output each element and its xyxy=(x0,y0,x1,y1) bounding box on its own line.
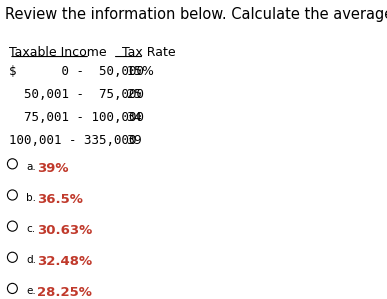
Text: a.: a. xyxy=(26,161,36,172)
Text: Tax Rate: Tax Rate xyxy=(122,46,175,59)
Text: 30.63%: 30.63% xyxy=(37,224,92,237)
Text: 36.5%: 36.5% xyxy=(37,193,83,206)
Text: d.: d. xyxy=(26,255,36,265)
Text: 50,001 -  75,000: 50,001 - 75,000 xyxy=(9,88,144,101)
Text: 39: 39 xyxy=(126,134,142,147)
Text: b.: b. xyxy=(26,193,36,203)
Text: 28.25%: 28.25% xyxy=(37,286,92,299)
Text: Taxable Income: Taxable Income xyxy=(9,46,107,59)
Text: 32.48%: 32.48% xyxy=(37,255,92,268)
Text: 34: 34 xyxy=(126,111,142,124)
Text: 100,001 - 335,000: 100,001 - 335,000 xyxy=(9,134,137,147)
Text: 25: 25 xyxy=(126,88,142,101)
Text: $      0 -  50,000: $ 0 - 50,000 xyxy=(9,65,144,78)
Text: Review the information below. Calculate the average tax rate.: Review the information below. Calculate … xyxy=(5,7,387,22)
Text: 39%: 39% xyxy=(37,161,69,175)
Text: 15%: 15% xyxy=(126,65,154,78)
Text: 75,001 - 100,000: 75,001 - 100,000 xyxy=(9,111,144,124)
Text: c.: c. xyxy=(26,224,35,234)
Text: e.: e. xyxy=(26,286,36,296)
